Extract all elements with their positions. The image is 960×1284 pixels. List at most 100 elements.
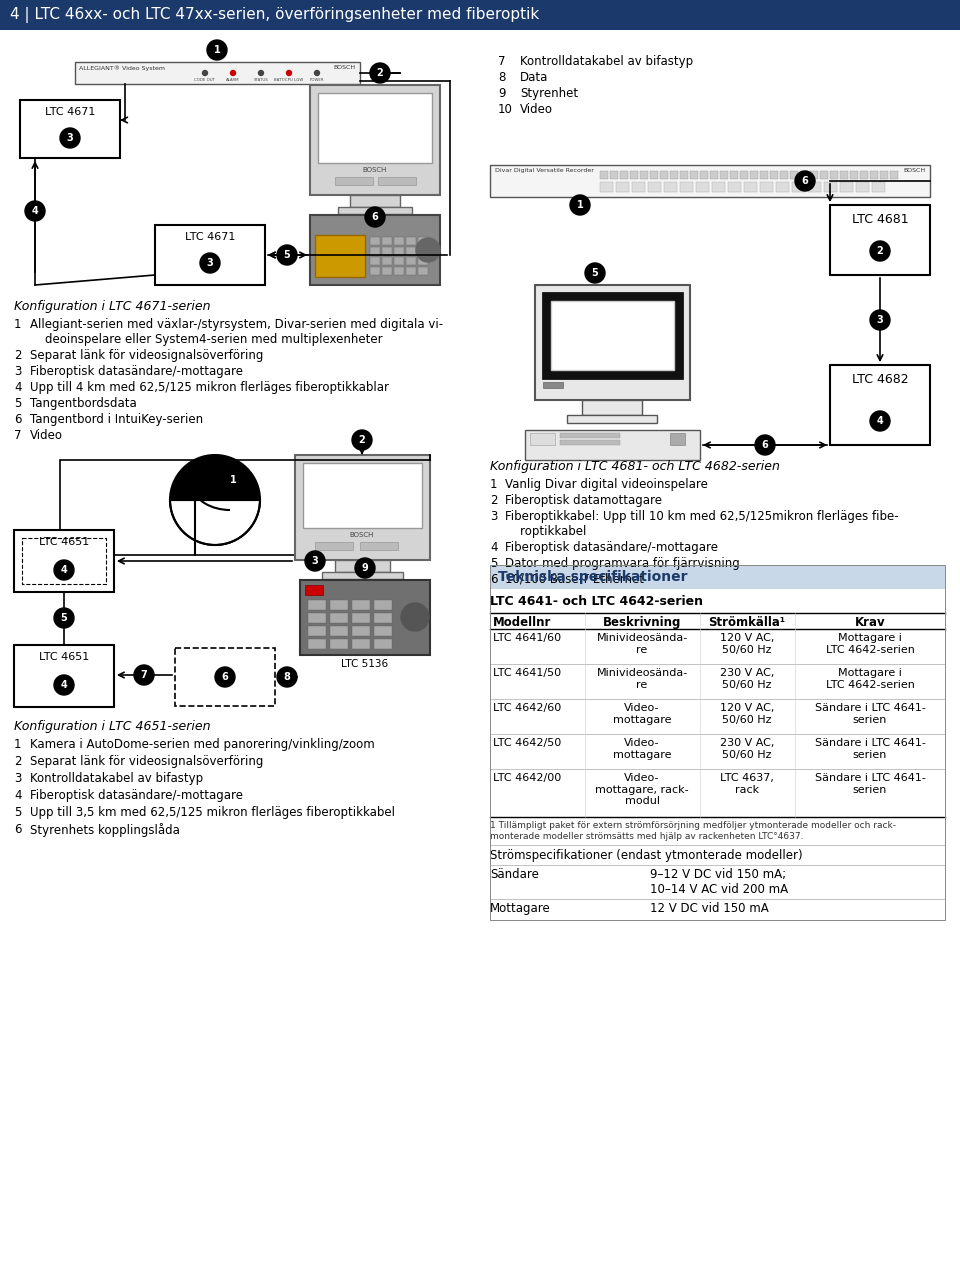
Wedge shape — [170, 455, 260, 499]
Bar — [740, 171, 748, 178]
Text: 5: 5 — [591, 268, 598, 279]
Bar — [720, 171, 728, 178]
Bar — [20, 100, 120, 158]
Text: 6: 6 — [222, 672, 228, 682]
Bar — [308, 600, 326, 610]
Text: Konfiguration i LTC 4671-serien: Konfiguration i LTC 4671-serien — [14, 300, 210, 313]
Bar — [406, 238, 416, 245]
Text: 3: 3 — [490, 510, 497, 523]
Bar — [374, 612, 392, 623]
Bar — [808, 182, 821, 193]
Circle shape — [570, 195, 590, 214]
Bar — [352, 600, 370, 610]
Bar — [712, 182, 725, 193]
Bar — [14, 645, 114, 707]
Text: Separat länk för videosignalsöverföring: Separat länk för videosignalsöverföring — [30, 755, 263, 768]
Bar — [860, 171, 868, 178]
Text: 5: 5 — [60, 612, 67, 623]
Circle shape — [203, 71, 207, 76]
Text: Tangentbord i IntuiKey-serien: Tangentbord i IntuiKey-serien — [30, 413, 204, 426]
Bar — [374, 639, 392, 648]
Text: Mottagare i
LTC 4642-serien: Mottagare i LTC 4642-serien — [826, 633, 915, 655]
Bar — [360, 542, 398, 550]
Text: 7: 7 — [14, 429, 21, 442]
Text: Dator med programvara för fjärrvisning: Dator med programvara för fjärrvisning — [505, 557, 740, 570]
Bar — [632, 182, 645, 193]
Text: Data: Data — [520, 71, 548, 83]
Bar — [382, 267, 392, 275]
Text: Styrenhets kopplingslåda: Styrenhets kopplingslåda — [30, 823, 180, 837]
Bar — [155, 225, 265, 285]
Bar — [728, 182, 741, 193]
Text: 3: 3 — [206, 258, 213, 268]
Text: Tekniska specifikationer: Tekniska specifikationer — [498, 570, 687, 584]
Bar — [551, 300, 674, 370]
Text: Kamera i AutoDome-serien med panorering/vinkling/zoom: Kamera i AutoDome-serien med panorering/… — [30, 738, 374, 751]
Bar — [824, 182, 837, 193]
Bar — [75, 62, 360, 83]
Text: Divar Digital Versatile Recorder: Divar Digital Versatile Recorder — [495, 168, 594, 173]
Text: Fiberoptisk datasändare/-mottagare: Fiberoptisk datasändare/-mottagare — [505, 541, 718, 553]
Text: 9: 9 — [498, 87, 506, 100]
Text: 4: 4 — [14, 788, 21, 802]
Text: LTC 4681: LTC 4681 — [852, 213, 908, 226]
Text: Sändare i LTC 4641-
serien: Sändare i LTC 4641- serien — [815, 704, 925, 724]
Text: 1: 1 — [490, 478, 497, 490]
Bar — [660, 171, 668, 178]
Text: 2: 2 — [14, 755, 21, 768]
Bar — [870, 171, 878, 178]
Bar — [406, 247, 416, 256]
Text: 10: 10 — [498, 103, 513, 116]
Bar — [525, 430, 700, 460]
Circle shape — [223, 470, 243, 490]
Text: LTC 4671: LTC 4671 — [185, 232, 235, 241]
Bar — [780, 171, 788, 178]
Bar — [872, 182, 885, 193]
Bar — [0, 0, 960, 30]
Text: LTC 4642/50: LTC 4642/50 — [493, 738, 562, 749]
Bar — [543, 383, 563, 388]
Bar — [295, 455, 430, 560]
Bar — [560, 433, 620, 438]
Bar — [318, 92, 432, 163]
Text: BOSCH: BOSCH — [363, 167, 387, 173]
Circle shape — [207, 40, 227, 60]
Text: LTC 4642/00: LTC 4642/00 — [493, 773, 562, 783]
Bar — [640, 171, 648, 178]
Bar — [335, 177, 373, 185]
Bar — [418, 247, 428, 256]
Text: CODE OUT: CODE OUT — [195, 78, 215, 82]
Text: 3: 3 — [14, 365, 21, 377]
Text: Minivideosända-
re: Minivideosända- re — [596, 668, 687, 690]
Wedge shape — [170, 499, 260, 544]
Bar — [744, 182, 757, 193]
Circle shape — [54, 609, 74, 628]
Bar — [370, 238, 380, 245]
Text: 3: 3 — [876, 315, 883, 325]
Bar — [630, 171, 638, 178]
Text: 12 V DC vid 150 mA: 12 V DC vid 150 mA — [650, 901, 769, 915]
Circle shape — [870, 241, 890, 261]
Bar — [394, 247, 404, 256]
Circle shape — [286, 71, 292, 76]
Text: 2: 2 — [14, 349, 21, 362]
Text: BOSCH: BOSCH — [902, 168, 925, 173]
Text: POWER: POWER — [310, 78, 324, 82]
Bar — [730, 171, 738, 178]
Bar — [680, 182, 693, 193]
Bar — [330, 627, 348, 636]
Text: Fiberoptisk datamottagare: Fiberoptisk datamottagare — [505, 494, 662, 507]
Bar — [648, 182, 661, 193]
Bar — [770, 171, 778, 178]
Bar — [670, 171, 678, 178]
Text: 9: 9 — [362, 562, 369, 573]
Bar — [303, 464, 422, 528]
Bar — [690, 171, 698, 178]
Text: ALARM: ALARM — [227, 78, 240, 82]
Circle shape — [54, 560, 74, 580]
Bar — [490, 166, 930, 196]
Text: ALLEGIANT® Video System: ALLEGIANT® Video System — [79, 65, 165, 71]
Bar — [670, 433, 685, 446]
Bar — [620, 171, 628, 178]
Bar — [680, 171, 688, 178]
